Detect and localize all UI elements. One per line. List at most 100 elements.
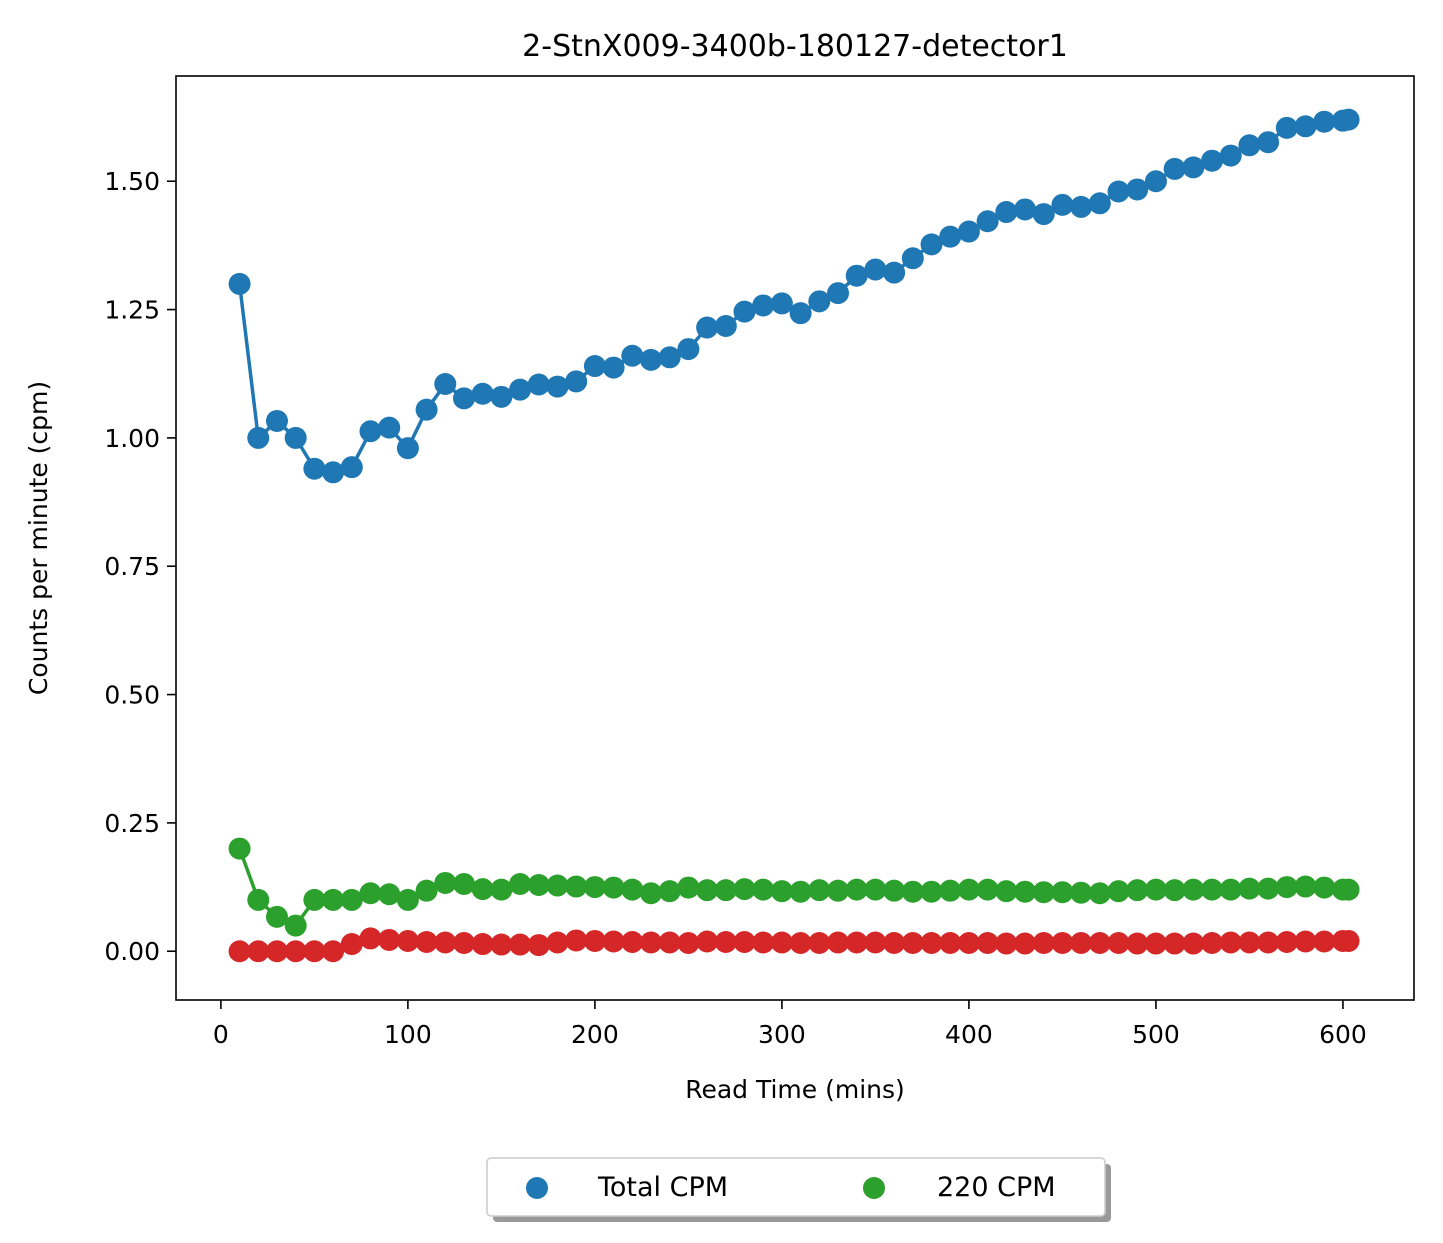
legend-marker-total-cpm	[526, 1177, 548, 1199]
220-cpm-point	[752, 878, 775, 901]
220-cpm-point	[265, 905, 288, 928]
series-3-point	[827, 931, 850, 954]
y-tick-label: 0.00	[104, 937, 160, 966]
total-cpm-point	[995, 201, 1018, 224]
total-cpm-point	[1182, 156, 1205, 179]
series-3-point	[452, 932, 475, 955]
total-cpm-point	[733, 300, 756, 323]
series-3-point	[527, 934, 550, 957]
series-3-point	[546, 931, 569, 954]
220-cpm-point	[546, 874, 569, 897]
series-3-point	[247, 940, 270, 963]
220-cpm-point	[1275, 876, 1298, 899]
220-cpm-point	[396, 888, 419, 911]
series-3-point	[864, 931, 887, 954]
total-cpm-point	[696, 316, 719, 339]
y-tick-label: 0.50	[104, 681, 160, 710]
220-cpm-point	[1014, 880, 1037, 903]
total-cpm-point	[359, 420, 382, 443]
series-3-point	[901, 932, 924, 955]
total-cpm-point	[509, 378, 532, 401]
220-cpm-point	[864, 878, 887, 901]
220-cpm-point	[1337, 878, 1360, 901]
series-3-point	[303, 940, 326, 963]
total-cpm-point	[1275, 116, 1298, 139]
series-3-point	[434, 931, 457, 954]
220-cpm-point	[1257, 877, 1280, 900]
total-cpm-point	[1126, 178, 1149, 201]
220-cpm-point	[957, 878, 980, 901]
series-3-point	[1107, 932, 1130, 955]
total-cpm-point	[1144, 170, 1167, 193]
series-3-point	[583, 929, 606, 952]
220-cpm-point	[733, 878, 756, 901]
series-3-point	[284, 940, 307, 963]
series-3-point	[1257, 931, 1280, 954]
series-3-point	[340, 933, 363, 956]
220-cpm-point	[1201, 878, 1224, 901]
total-cpm-point	[1257, 131, 1280, 154]
y-tick-label: 1.25	[104, 296, 160, 325]
220-cpm-point	[565, 875, 588, 898]
220-cpm-point	[1144, 878, 1167, 901]
series-3-point	[714, 930, 737, 953]
total-cpm-point	[434, 373, 457, 395]
series-3-point	[415, 930, 438, 953]
series-3-point	[322, 940, 345, 963]
220-cpm-point	[602, 876, 625, 899]
x-tick-label: 0	[213, 1020, 229, 1049]
legend-label-220-cpm: 220 CPM	[937, 1172, 1056, 1203]
y-tick-label: 0.75	[104, 552, 160, 581]
220-cpm-point	[1294, 875, 1317, 898]
series-3-point	[471, 933, 494, 956]
total-cpm-point	[621, 344, 644, 367]
220-cpm-point	[434, 871, 457, 894]
220-cpm-point	[808, 879, 831, 902]
220-cpm-point	[322, 888, 345, 911]
total-cpm-point	[340, 456, 363, 479]
total-cpm-point	[1070, 195, 1093, 218]
series-3-point	[509, 933, 532, 956]
y-axis: 0.00 0.25 0.50 0.75 1.00 1.25 1.50	[104, 167, 176, 966]
series-3-point	[1337, 929, 1360, 952]
220-cpm-point	[845, 878, 868, 901]
total-cpm-series	[228, 108, 1360, 484]
series-3-point	[752, 931, 775, 954]
220-cpm-point	[1051, 881, 1074, 904]
series-3-point	[995, 932, 1018, 955]
220-cpm-point	[789, 880, 812, 903]
total-cpm-point	[303, 457, 326, 480]
220-cpm-point	[883, 879, 906, 902]
series-3-point	[1313, 930, 1336, 953]
220-cpm-point	[901, 880, 924, 903]
series-3-point	[658, 931, 681, 954]
220-cpm-point	[415, 879, 438, 902]
series-3-point	[1126, 932, 1149, 955]
legend-entries: Total CPM 220 CPM	[526, 1172, 1056, 1203]
x-tick-label: 500	[1132, 1020, 1180, 1049]
series-3-series	[228, 927, 1360, 963]
total-cpm-point	[546, 375, 569, 398]
series-3-point	[957, 932, 980, 955]
220-cpm-point	[1070, 881, 1093, 904]
total-cpm-point	[827, 282, 850, 305]
plot-frame	[175, 75, 1415, 1001]
total-cpm-point	[228, 272, 251, 295]
220-cpm-point	[827, 879, 850, 902]
220-cpm-point	[228, 837, 251, 860]
total-cpm-point	[247, 426, 270, 449]
220-cpm-point	[303, 888, 326, 911]
total-cpm-point	[565, 370, 588, 393]
total-cpm-point	[1088, 192, 1111, 215]
y-axis-label: Counts per minute (cpm)	[24, 381, 53, 695]
total-cpm-point	[1032, 203, 1055, 226]
series-3-point	[359, 927, 382, 950]
series-3-point	[1294, 930, 1317, 953]
chart-title: 2-StnX009-3400b-180127-detector1	[522, 29, 1068, 64]
series-3-point	[789, 932, 812, 955]
220-cpm-point	[509, 872, 532, 895]
series-3-point	[1014, 932, 1037, 955]
total-cpm-point	[396, 437, 419, 460]
220-cpm-point	[1107, 880, 1130, 903]
220-cpm-point	[640, 882, 662, 905]
